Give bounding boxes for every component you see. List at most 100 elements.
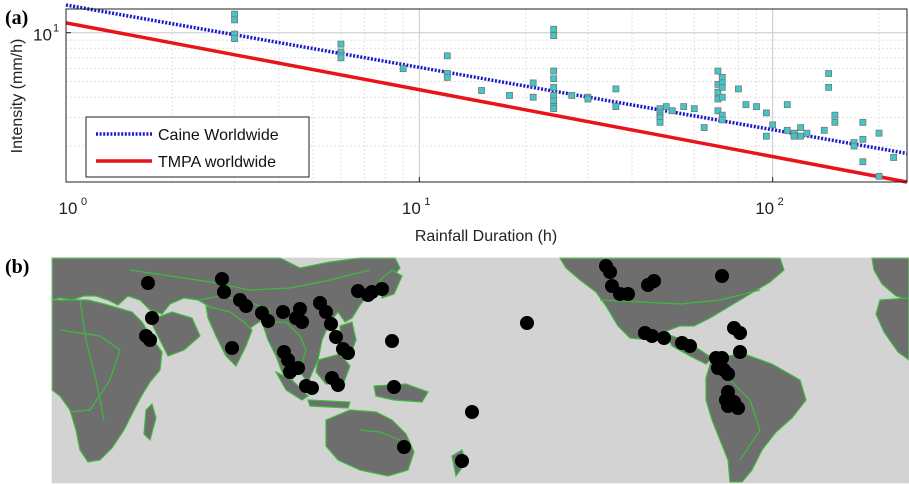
border-line <box>359 429 401 441</box>
data-point <box>718 83 726 91</box>
border-line <box>79 299 105 421</box>
data-point <box>337 40 345 48</box>
threshold-lines <box>65 3 908 184</box>
tmpa-threshold-line <box>65 21 908 184</box>
landslide-marker <box>657 331 671 345</box>
data-point <box>850 142 858 150</box>
x-tick-label: 10 <box>755 199 774 218</box>
data-point <box>718 93 726 101</box>
data-point <box>797 132 805 140</box>
legend-box <box>85 116 310 178</box>
data-point <box>859 135 867 143</box>
border-line <box>729 379 761 461</box>
landslide-marker <box>319 305 333 319</box>
landslide-marker <box>143 333 157 347</box>
data-point <box>783 101 791 109</box>
world-map <box>51 257 909 484</box>
data-point <box>662 103 670 111</box>
data-point <box>612 85 620 93</box>
land-madagascar <box>143 402 157 442</box>
map-frame <box>51 257 909 484</box>
data-point <box>714 88 722 96</box>
landslide-marker <box>331 378 345 392</box>
x-tick-exponent: 2 <box>778 196 784 208</box>
landslide-marker <box>713 356 727 370</box>
data-point <box>875 129 883 137</box>
data-point <box>443 52 451 60</box>
landslide-marker <box>647 274 661 288</box>
landslide-marker <box>141 276 155 290</box>
land-arabia <box>149 311 201 357</box>
data-point <box>690 105 698 113</box>
data-point <box>718 74 726 81</box>
data-point <box>762 109 770 117</box>
landslide-marker <box>387 380 401 394</box>
data-point <box>714 67 722 75</box>
landslide-marker <box>603 265 617 279</box>
data-point <box>783 126 791 134</box>
data-point <box>584 95 592 103</box>
land-java <box>307 399 351 409</box>
data-point <box>231 10 238 18</box>
legend-label-tmpa: TMPA worldwide <box>158 154 276 171</box>
landslide-marker <box>683 339 697 353</box>
data-point <box>762 132 770 140</box>
landslide-marker <box>276 305 290 319</box>
landslide-marker <box>645 329 659 343</box>
caine-threshold-line <box>65 3 908 156</box>
data-point <box>718 116 726 124</box>
landslide-marker <box>621 287 635 301</box>
x-axis-label: Rainfall Duration (h) <box>415 228 557 245</box>
data-point <box>550 25 558 33</box>
data-point <box>825 83 833 91</box>
data-point <box>680 103 688 111</box>
data-point <box>890 154 898 161</box>
landslide-marker <box>217 285 231 299</box>
data-point <box>859 158 867 166</box>
x-tick-exponent: 1 <box>424 196 430 208</box>
landslide-marker <box>305 381 319 395</box>
data-point <box>668 107 676 115</box>
data-point <box>550 105 558 113</box>
landslide-marker <box>721 367 735 381</box>
landslide-marker <box>385 334 399 348</box>
data-point <box>443 74 451 81</box>
data-point <box>612 103 620 111</box>
data-point <box>550 83 558 91</box>
landslide-points <box>231 10 898 180</box>
data-point <box>550 75 558 83</box>
land-europe-right <box>871 257 909 301</box>
x-axis-ticks: 10 0 10 1 10 2 <box>59 177 784 218</box>
landslide-marker <box>733 345 747 359</box>
data-point <box>797 124 805 131</box>
data-point <box>769 121 777 129</box>
y-axis-ticks: 10 1 <box>33 23 71 45</box>
data-point <box>506 92 513 99</box>
data-point <box>568 92 576 99</box>
x-tick-label: 10 <box>59 199 78 218</box>
landslide-markers <box>139 259 747 468</box>
landslide-marker <box>397 440 411 454</box>
data-point <box>831 118 839 126</box>
border-line <box>59 329 121 413</box>
data-point <box>753 103 760 111</box>
landslide-marker <box>291 361 305 375</box>
data-point <box>803 129 811 137</box>
data-point <box>550 97 558 105</box>
data-point <box>399 65 407 73</box>
landslide-marker <box>733 326 747 340</box>
x-tick-label: 10 <box>402 199 421 218</box>
data-point <box>859 118 867 126</box>
y-axis-label: Intensity (mm/h) <box>9 39 26 154</box>
land-africa <box>51 299 163 463</box>
data-point <box>231 35 238 42</box>
data-point <box>875 172 883 180</box>
data-point <box>714 107 722 115</box>
landslide-marker <box>324 317 338 331</box>
data-point <box>790 132 798 140</box>
y-tick-label: 10 <box>33 26 52 45</box>
landslide-marker <box>520 316 534 330</box>
legend: Caine Worldwide TMPA worldwide <box>85 116 310 178</box>
x-tick-exponent: 0 <box>81 196 87 208</box>
